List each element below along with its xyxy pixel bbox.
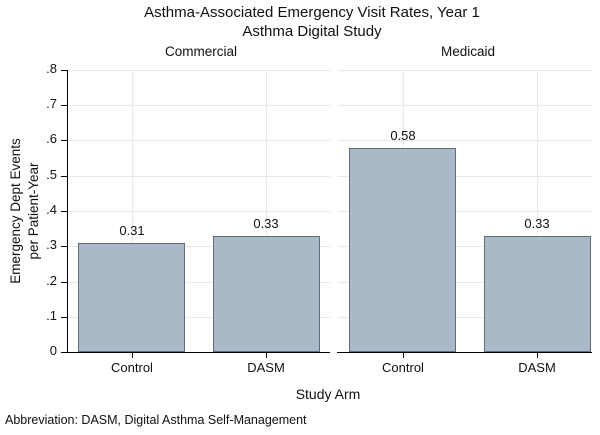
h-gridline (69, 246, 330, 247)
h-gridline (69, 176, 330, 177)
x-axis-line (337, 352, 592, 353)
y-tick (61, 176, 67, 177)
v-gridline (266, 70, 267, 352)
y-tick-label: .4 (46, 202, 57, 217)
y-tick-label: .8 (46, 61, 57, 76)
y-tick (61, 140, 67, 141)
panel-header: Commercial (164, 44, 237, 59)
y-tick-label: .5 (46, 167, 57, 182)
h-gridline (69, 282, 330, 283)
h-gridline (338, 105, 592, 106)
bar-value-label: 0.33 (253, 216, 279, 231)
h-gridline (69, 105, 330, 106)
panel-header: Medicaid (440, 44, 496, 59)
y-tick (61, 282, 67, 283)
h-gridline (338, 317, 592, 318)
y-tick (61, 246, 67, 247)
y-tick-label: .6 (46, 131, 57, 146)
bar-value-label: 0.58 (390, 128, 416, 143)
x-axis-line (67, 352, 330, 353)
h-gridline (338, 176, 592, 177)
bar (349, 148, 456, 352)
x-tick (266, 353, 267, 358)
bar (213, 236, 320, 352)
h-gridline (338, 211, 592, 212)
x-tick-label: DASM (518, 360, 556, 375)
bar-value-label: 0.31 (119, 223, 145, 238)
y-tick-label: .3 (46, 237, 57, 252)
x-tick-label: Control (382, 360, 424, 375)
x-tick (537, 353, 538, 358)
y-tick (61, 105, 67, 106)
x-tick-label: DASM (247, 360, 285, 375)
h-gridline (338, 140, 592, 141)
y-axis-line (67, 70, 68, 353)
h-gridline (69, 70, 330, 71)
bar (78, 243, 185, 352)
y-tick (61, 70, 67, 71)
x-axis-label: Study Arm (295, 386, 361, 402)
h-gridline (338, 70, 592, 71)
chart-title-line2: Asthma Digital Study (242, 23, 382, 40)
footnote: Abbreviation: DASM, Digital Asthma Self-… (5, 413, 307, 427)
y-tick-label: .2 (46, 273, 57, 288)
x-tick (132, 353, 133, 358)
h-gridline (338, 246, 592, 247)
y-tick-label: 0 (49, 343, 57, 358)
h-gridline (338, 282, 592, 283)
chart-title: Asthma-Associated Emergency Visit Rates,… (24, 3, 600, 41)
h-gridline (69, 140, 330, 141)
chart-title-line1: Asthma-Associated Emergency Visit Rates,… (144, 4, 480, 21)
y-tick (61, 317, 67, 318)
y-tick (61, 352, 67, 353)
bar-value-label: 0.33 (524, 216, 550, 231)
v-gridline (132, 70, 133, 352)
y-tick-label: .1 (46, 308, 57, 323)
y-tick (61, 211, 67, 212)
x-tick (403, 353, 404, 358)
h-gridline (69, 211, 330, 212)
bar (484, 236, 591, 352)
v-gridline (537, 70, 538, 352)
x-tick-label: Control (111, 360, 153, 375)
h-gridline (69, 317, 330, 318)
y-tick-label: .7 (46, 96, 57, 111)
